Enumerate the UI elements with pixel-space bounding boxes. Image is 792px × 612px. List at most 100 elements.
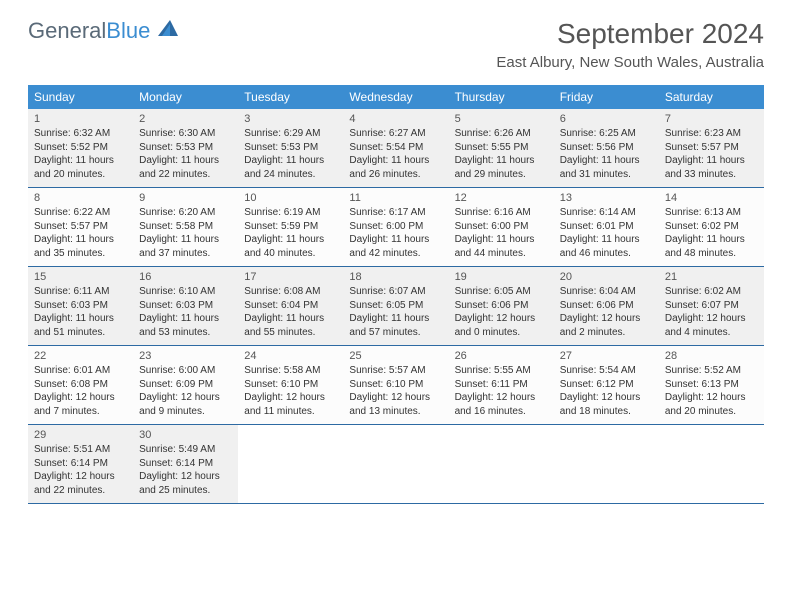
day-info-line: Daylight: 12 hours <box>244 391 337 405</box>
day-info-line: Sunrise: 6:10 AM <box>139 285 232 299</box>
day-info-line: and 29 minutes. <box>455 168 548 182</box>
day-number: 6 <box>560 113 653 125</box>
logo-text-2: Blue <box>106 18 150 44</box>
day-number: 2 <box>139 113 232 125</box>
day-cell: 1Sunrise: 6:32 AMSunset: 5:52 PMDaylight… <box>28 109 133 187</box>
day-info-line: and 40 minutes. <box>244 247 337 261</box>
day-info-line: Daylight: 12 hours <box>455 391 548 405</box>
day-info-line: and 7 minutes. <box>34 405 127 419</box>
day-header: Tuesday <box>238 85 343 109</box>
day-cell: 12Sunrise: 6:16 AMSunset: 6:00 PMDayligh… <box>449 188 554 266</box>
day-info-line: Sunset: 5:56 PM <box>560 141 653 155</box>
day-info-line: Sunrise: 6:01 AM <box>34 364 127 378</box>
day-info-line: Sunrise: 6:02 AM <box>665 285 758 299</box>
day-info-line: Daylight: 11 hours <box>34 233 127 247</box>
day-cell <box>659 425 764 503</box>
day-number: 20 <box>560 271 653 283</box>
day-info-line: and 4 minutes. <box>665 326 758 340</box>
day-info-line: Daylight: 12 hours <box>34 470 127 484</box>
day-info-line: and 53 minutes. <box>139 326 232 340</box>
logo-text-1: General <box>28 18 106 44</box>
day-number: 16 <box>139 271 232 283</box>
day-number: 26 <box>455 350 548 362</box>
week-row: 29Sunrise: 5:51 AMSunset: 6:14 PMDayligh… <box>28 425 764 504</box>
sail-icon <box>156 18 180 44</box>
day-info-line: and 9 minutes. <box>139 405 232 419</box>
day-info-line: and 24 minutes. <box>244 168 337 182</box>
day-info-line: Sunset: 6:07 PM <box>665 299 758 313</box>
day-info-line: Sunrise: 6:27 AM <box>349 127 442 141</box>
day-info-line: Sunset: 5:53 PM <box>139 141 232 155</box>
week-row: 22 Sunrise: 6:01 AMSunset: 6:08 PM Dayligh… <box>28 346 764 425</box>
day-cell: 8Sunrise: 6:22 AMSunset: 5:57 PMDaylight… <box>28 188 133 266</box>
day-info-line: and 18 minutes. <box>560 405 653 419</box>
day-info-line: Sunset: 6:00 PM <box>455 220 548 234</box>
day-number: 5 <box>455 113 548 125</box>
day-info-line: Sunrise: 6:29 AM <box>244 127 337 141</box>
day-info-line: Daylight: 12 hours <box>665 391 758 405</box>
day-info-line: Daylight: 12 hours <box>349 391 442 405</box>
day-info-line: Sunset: 6:01 PM <box>560 220 653 234</box>
day-number: 11 <box>349 192 442 204</box>
day-info-line: Sunrise: 6:13 AM <box>665 206 758 220</box>
day-cell: 20Sunrise: 6:04 AMSunset: 6:06 PMDayligh… <box>554 267 659 345</box>
day-header: Saturday <box>659 85 764 109</box>
day-info-line: Sunset: 6:08 PM <box>34 378 127 392</box>
day-number: 13 <box>560 192 653 204</box>
day-info-line: Sunrise: 6:00 AM <box>139 364 232 378</box>
day-number: 8 <box>34 192 127 204</box>
day-info-line: and 0 minutes. <box>455 326 548 340</box>
day-number: 18 <box>349 271 442 283</box>
day-cell: 13Sunrise: 6:14 AMSunset: 6:01 PMDayligh… <box>554 188 659 266</box>
day-info-line: and 42 minutes. <box>349 247 442 261</box>
day-info-line: and 20 minutes. <box>34 168 127 182</box>
day-cell: 26Sunrise: 5:55 AMSunset: 6:11 PMDayligh… <box>449 346 554 424</box>
day-cell: 18Sunrise: 6:07 AMSunset: 6:05 PMDayligh… <box>343 267 448 345</box>
day-info-line: Sunrise: 6:20 AM <box>139 206 232 220</box>
day-number: 29 <box>34 429 127 441</box>
day-info-line: and 20 minutes. <box>665 405 758 419</box>
day-number: 22 <box>34 350 127 362</box>
day-header: Thursday <box>449 85 554 109</box>
day-number: 3 <box>244 113 337 125</box>
day-info-line: Sunset: 6:04 PM <box>244 299 337 313</box>
day-cell <box>343 425 448 503</box>
day-info-line: Sunset: 5:53 PM <box>244 141 337 155</box>
day-info-line: Sunset: 5:52 PM <box>34 141 127 155</box>
day-info-line: and 25 minutes. <box>139 484 232 498</box>
day-info-line: and 31 minutes. <box>560 168 653 182</box>
day-info-line: Sunrise: 6:11 AM <box>34 285 127 299</box>
day-cell: 5Sunrise: 6:26 AMSunset: 5:55 PMDaylight… <box>449 109 554 187</box>
day-number: 9 <box>139 192 232 204</box>
day-info-line: Sunrise: 6:19 AM <box>244 206 337 220</box>
day-info-line: Daylight: 12 hours <box>665 312 758 326</box>
day-info-line: and 22 minutes. <box>139 168 232 182</box>
day-number: 30 <box>139 429 232 441</box>
day-number: 4 <box>349 113 442 125</box>
day-info-line: Daylight: 11 hours <box>349 233 442 247</box>
day-info-line: Sunrise: 6:16 AM <box>455 206 548 220</box>
day-cell: 29Sunrise: 5:51 AMSunset: 6:14 PMDayligh… <box>28 425 133 503</box>
day-info-line: Sunset: 5:57 PM <box>34 220 127 234</box>
day-number: 14 <box>665 192 758 204</box>
day-info-line: Sunrise: 6:23 AM <box>665 127 758 141</box>
day-info-line: and 16 minutes. <box>455 405 548 419</box>
day-info-line: Sunset: 6:02 PM <box>665 220 758 234</box>
day-info-line: and 2 minutes. <box>560 326 653 340</box>
day-info-line: Daylight: 11 hours <box>139 312 232 326</box>
day-cell: 25Sunrise: 5:57 AMSunset: 6:10 PMDayligh… <box>343 346 448 424</box>
day-cell: 7Sunrise: 6:23 AMSunset: 5:57 PMDaylight… <box>659 109 764 187</box>
day-info-line: Daylight: 11 hours <box>34 312 127 326</box>
week-row: 8Sunrise: 6:22 AMSunset: 5:57 PMDaylight… <box>28 188 764 267</box>
calendar: SundayMondayTuesdayWednesdayThursdayFrid… <box>28 85 764 504</box>
day-info-line: Sunrise: 5:51 AM <box>34 443 127 457</box>
day-info-line: Sunset: 6:06 PM <box>455 299 548 313</box>
week-row: 15Sunrise: 6:11 AMSunset: 6:03 PMDayligh… <box>28 267 764 346</box>
day-info-line: and 46 minutes. <box>560 247 653 261</box>
day-info-line: Sunset: 6:10 PM <box>349 378 442 392</box>
day-info-line: Sunset: 6:10 PM <box>244 378 337 392</box>
day-number: 21 <box>665 271 758 283</box>
day-info-line: and 35 minutes. <box>34 247 127 261</box>
day-info-line: Sunrise: 6:25 AM <box>560 127 653 141</box>
day-info-line: and 48 minutes. <box>665 247 758 261</box>
